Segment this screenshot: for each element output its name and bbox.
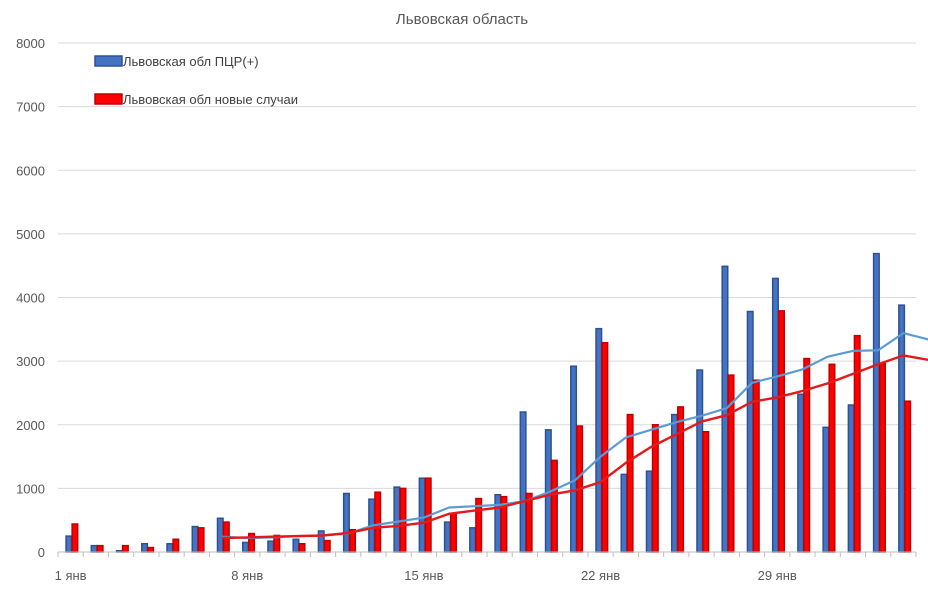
- bar-pcr: [267, 540, 275, 553]
- bar-pcr: [443, 521, 451, 553]
- bar-pcr: [216, 517, 224, 553]
- bar-pcr: [872, 252, 880, 553]
- legend-swatch-pcr: [94, 55, 123, 67]
- bar-pcr: [166, 542, 174, 553]
- bar-pcr: [645, 470, 653, 553]
- bar-pcr: [898, 304, 906, 553]
- y-tick-label: 5000: [16, 227, 45, 242]
- bar-pcr: [241, 541, 250, 553]
- x-tick-label: 15 янв: [404, 568, 443, 583]
- legend: Львовская обл ПЦР(+) Львовская обл новые…: [94, 54, 298, 107]
- x-tick-label: 22 янв: [581, 568, 620, 583]
- y-tick-label: 1000: [16, 481, 45, 496]
- bars: [65, 252, 912, 553]
- bar-new-cases: [298, 542, 306, 553]
- bar-new-cases: [121, 544, 129, 553]
- bar-new-cases: [323, 539, 331, 553]
- y-axis: 0 1000 2000 3000 4000 5000 6000 7000 8000: [16, 36, 45, 560]
- bar-new-cases: [601, 341, 609, 553]
- bar-pcr: [519, 411, 527, 553]
- bar-new-cases: [550, 459, 558, 553]
- bar-pcr: [595, 327, 603, 553]
- bar-pcr: [469, 527, 477, 553]
- bar-pcr: [494, 493, 502, 553]
- legend-label-new-cases: Львовская обл новые случаи: [123, 92, 298, 107]
- y-tick-label: 6000: [16, 163, 45, 178]
- bar-pcr: [317, 530, 325, 553]
- x-tick-label: 1 янв: [55, 568, 87, 583]
- y-tick-label: 8000: [16, 36, 45, 51]
- bar-new-cases: [677, 406, 685, 553]
- bar-pcr: [771, 277, 779, 553]
- bar-pcr: [570, 365, 578, 553]
- bar-new-cases: [197, 527, 205, 553]
- bar-pcr: [342, 492, 350, 553]
- bar-pcr: [90, 544, 98, 553]
- x-axis: 1 янв 8 янв 15 янв 22 янв 29 янв: [55, 551, 917, 583]
- x-tick-label: 8 янв: [231, 568, 263, 583]
- legend-item-pcr: Львовская обл ПЦР(+): [94, 54, 259, 69]
- bar-new-cases: [71, 523, 79, 553]
- bar-pcr: [292, 538, 300, 553]
- bar-new-cases: [777, 310, 786, 553]
- bar-pcr: [746, 310, 754, 553]
- chart-title: Львовская область: [396, 11, 528, 28]
- line-new-cases-average: [221, 354, 928, 540]
- y-tick-label: 4000: [16, 291, 45, 306]
- legend-swatch-new-cases: [94, 93, 123, 105]
- bar-new-cases: [853, 334, 861, 553]
- bar-pcr: [418, 477, 426, 553]
- bar-pcr: [847, 404, 855, 553]
- y-tick-label: 3000: [16, 354, 45, 369]
- y-tick-label: 7000: [16, 100, 45, 115]
- lines: [221, 332, 928, 540]
- bar-pcr: [65, 535, 73, 553]
- bar-new-cases: [878, 362, 886, 553]
- bar-new-cases: [374, 491, 382, 553]
- y-tick-label: 0: [38, 545, 45, 560]
- x-tick-label: 29 янв: [758, 568, 797, 583]
- legend-label-pcr: Львовская обл ПЦР(+): [123, 54, 259, 69]
- bar-pcr: [393, 486, 401, 553]
- bar-new-cases: [752, 379, 760, 553]
- bar-new-cases: [803, 357, 811, 553]
- grid: [58, 42, 916, 489]
- bar-new-cases: [172, 538, 180, 553]
- bar-new-cases: [96, 544, 104, 553]
- bar-pcr: [797, 393, 805, 553]
- legend-item-new-cases: Львовская обл новые случаи: [94, 92, 298, 107]
- bar-pcr: [141, 542, 149, 553]
- bar-pcr: [696, 369, 704, 553]
- bar-new-cases: [449, 513, 457, 553]
- bar-pcr: [620, 473, 628, 553]
- bar-new-cases: [828, 363, 836, 553]
- bar-new-cases: [904, 400, 912, 553]
- y-tick-label: 2000: [16, 418, 45, 433]
- bar-new-cases: [147, 546, 155, 553]
- bar-new-cases: [702, 430, 710, 553]
- bar-new-cases: [525, 492, 533, 553]
- bar-pcr: [191, 525, 199, 553]
- bar-pcr: [822, 426, 830, 553]
